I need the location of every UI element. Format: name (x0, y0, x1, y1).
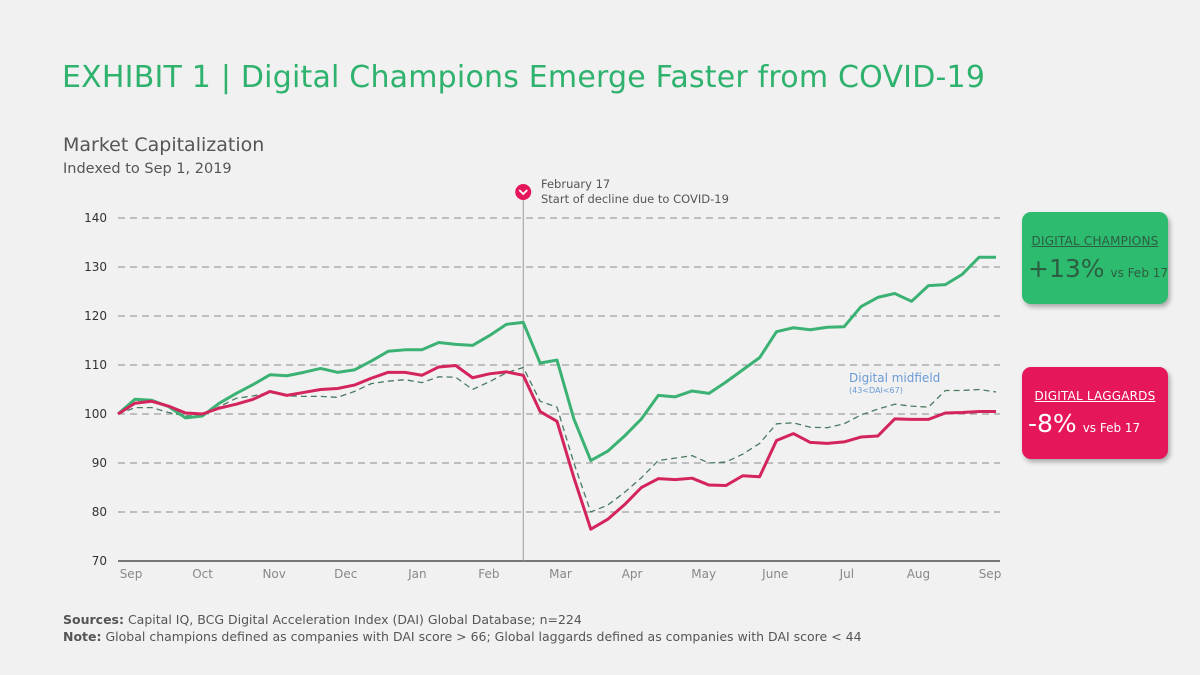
y-tick-label: 100 (84, 407, 107, 421)
event-annotation: February 17 Start of decline due to COVI… (515, 177, 729, 206)
sources-text: Capital IQ, BCG Digital Acceleration Ind… (123, 612, 582, 627)
laggards-callout: DIGITAL LAGGARDS -8% vs Feb 17 (1022, 367, 1168, 459)
champions-vs: vs Feb 17 (1110, 266, 1169, 280)
note-text: Global champions defined as companies wi… (101, 629, 862, 644)
sources-label: Sources: (63, 612, 124, 627)
chart-title: Market Capitalization (63, 134, 265, 156)
laggards-value-row: -8% vs Feb 17 (1028, 409, 1140, 438)
x-tick-label: Jan (407, 567, 427, 581)
laggards-value: -8% (1028, 409, 1077, 438)
x-tick-label: Apr (622, 567, 643, 581)
y-axis-ticks: 70 80 90 100 110 120 130 140 (84, 211, 107, 568)
x-tick-label: Dec (334, 567, 357, 581)
x-tick-label: Sep (979, 567, 1002, 581)
champions-value: +13% (1028, 254, 1105, 283)
definition-note: Note: Global champions defined as compan… (63, 629, 862, 644)
page-title: EXHIBIT 1 | Digital Champions Emerge Fas… (62, 60, 986, 95)
x-tick-label: Nov (262, 567, 285, 581)
champions-callout: DIGITAL CHAMPIONS +13% vs Feb 17 (1022, 212, 1168, 304)
series-lines (117, 255, 997, 531)
x-tick-label: Feb (478, 567, 499, 581)
laggards-vs: vs Feb 17 (1082, 421, 1141, 435)
y-tick-label: 110 (84, 358, 107, 372)
laggards-label: DIGITAL LAGGARDS (1034, 389, 1156, 403)
annotation-date: February 17 (541, 177, 610, 191)
midfield-range: (43<DAI<67) (849, 386, 903, 395)
midfield-label: Digital midfield (849, 371, 940, 385)
series-line-laggards (117, 363, 996, 531)
y-tick-label: 120 (84, 309, 107, 323)
y-tick-label: 90 (92, 456, 107, 470)
y-tick-label: 130 (84, 260, 107, 274)
annotation-text: Start of decline due to COVID-19 (541, 192, 729, 206)
chart-subtitle: Indexed to Sep 1, 2019 (63, 161, 232, 177)
sources-note: Sources: Capital IQ, BCG Digital Acceler… (63, 612, 582, 627)
x-tick-label: June (761, 567, 788, 581)
y-tick-label: 80 (92, 505, 107, 519)
x-tick-label: Sep (120, 567, 143, 581)
series-line-champions (117, 255, 996, 463)
x-tick-label: Mar (549, 567, 572, 581)
x-tick-label: Aug (907, 567, 930, 581)
x-axis-ticks: Sep Oct Nov Dec Jan Feb Mar Apr May June Jul Aug Sep (120, 567, 1002, 581)
x-tick-label: Jul (839, 567, 854, 581)
note-label: Note: (63, 629, 102, 644)
chevron-down-icon (518, 189, 528, 196)
y-tick-label: 70 (92, 554, 107, 568)
champions-value-row: +13% vs Feb 17 (1028, 254, 1168, 283)
champions-label: DIGITAL CHAMPIONS (1031, 234, 1159, 248)
y-tick-label: 140 (84, 211, 107, 225)
x-tick-label: Oct (192, 567, 213, 581)
chevron-down-circle-icon (515, 184, 532, 200)
x-tick-label: May (691, 567, 716, 581)
